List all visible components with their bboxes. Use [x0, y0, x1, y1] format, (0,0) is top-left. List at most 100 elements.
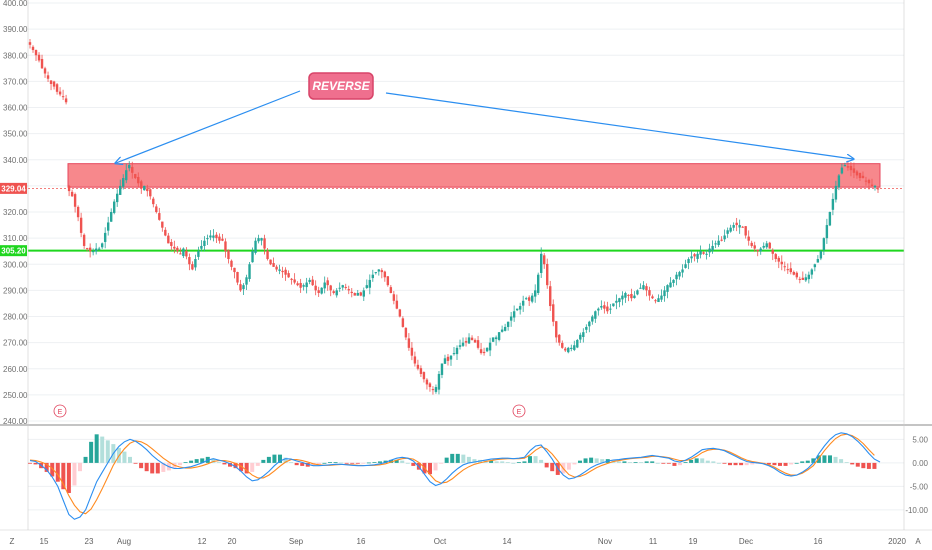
candle-body [398, 309, 402, 317]
candle-body [546, 263, 549, 286]
candle-body [588, 321, 591, 327]
macd-histogram-bar [778, 462, 782, 466]
candle-body [52, 81, 56, 87]
candle-body [813, 264, 817, 268]
earnings-marker-1[interactable]: E [53, 404, 67, 418]
candle-body [404, 327, 408, 338]
candle-body [34, 49, 38, 56]
candle-body [540, 253, 543, 273]
arrow-right[interactable] [385, 92, 853, 159]
candle-body [741, 226, 744, 228]
candle-body [85, 248, 89, 250]
macd-histogram-bar [333, 462, 338, 463]
time-tick-label: 15 [40, 537, 49, 546]
time-tick-label: 19 [689, 537, 698, 546]
candle-body [317, 290, 320, 293]
resistance-zone[interactable] [67, 163, 881, 188]
macd-histogram-bar [378, 461, 382, 463]
macd-histogram-bar [711, 461, 716, 463]
candle-body [146, 188, 149, 192]
candle-body [600, 306, 603, 308]
macd-histogram-bar [361, 462, 366, 464]
candle-body [40, 59, 44, 69]
candle-body [302, 285, 305, 287]
candle-body [699, 251, 702, 255]
candle-body [753, 245, 756, 249]
macd-histogram-bar [722, 462, 727, 464]
candle-body [570, 347, 573, 350]
candle-body [49, 80, 53, 84]
candle-body [819, 251, 823, 259]
candle-body [290, 278, 293, 280]
candle-body [648, 290, 651, 296]
candle-body [783, 266, 786, 268]
candle-body [858, 172, 862, 179]
candle-body [582, 332, 585, 337]
time-axis-labels[interactable]: 15 23 Aug 12 20 Sep 16 Oct 14 Nov 11 19 Dec 16 2020 [40, 537, 907, 546]
reverse-text: REVERSE [312, 79, 370, 93]
candle-body [440, 363, 444, 375]
candle-body [116, 193, 119, 203]
price-tag [0, 245, 27, 257]
candle-body [335, 290, 338, 296]
candle-body [425, 379, 429, 385]
candle-body [242, 285, 245, 290]
candle-body [254, 240, 257, 253]
macd-histogram-bar [661, 462, 666, 464]
candle-body [564, 348, 567, 351]
macd-histogram-bar [394, 459, 399, 463]
candle-body [209, 235, 212, 238]
macd-histogram-bar [839, 459, 844, 463]
reverse-label[interactable]: REVERSE [308, 72, 374, 100]
macd-histogram-bar [322, 462, 327, 464]
candle-body [455, 347, 459, 355]
candle-body [666, 285, 669, 292]
earnings-marker-2[interactable]: E [512, 404, 526, 418]
candle-body [645, 286, 648, 291]
candle-body [555, 321, 558, 338]
price-axis-labels[interactable]: 400.00 390.00 380.00 370.00 360.00 350.00 340.… [3, 0, 28, 426]
macd-histogram-bar [500, 461, 505, 463]
macd-histogram-bar [772, 462, 777, 466]
macd-histogram-bar [411, 462, 416, 466]
zoom-button[interactable]: Z [10, 537, 15, 546]
candle-body [275, 266, 278, 270]
macd-histogram-bar [594, 458, 599, 463]
candle-body [834, 185, 838, 200]
candle-body [88, 247, 92, 252]
macd-histogram-bar [683, 462, 688, 463]
macd-tick-label: 0.00 [912, 459, 928, 468]
auto-scale-button[interactable]: A [915, 537, 921, 546]
candle-body [278, 269, 281, 271]
candle-body [473, 339, 477, 343]
candle-body [696, 253, 699, 259]
candle-body [527, 297, 531, 301]
macd-histogram-bar [705, 460, 710, 463]
candle-body [840, 167, 844, 174]
macd-histogram-bar [250, 462, 255, 472]
arrow-left[interactable] [116, 90, 301, 163]
svg-text:A: A [915, 537, 921, 546]
price-tick-label: 320.00 [3, 208, 28, 217]
macd-histogram-bar [200, 458, 205, 463]
candle-body [801, 277, 805, 280]
macd-histogram-bar [255, 462, 260, 466]
candle-body [735, 222, 738, 226]
time-tick-label: Sep [289, 537, 304, 546]
time-tick-label: 16 [814, 537, 823, 546]
macd-axis-labels[interactable]: 5.00 0.00 -5.00 -10.00 [905, 435, 928, 515]
candle-body [125, 170, 128, 181]
candle-body [395, 300, 399, 309]
candle-body [549, 286, 552, 307]
candle-body [756, 249, 759, 252]
candle-body [212, 235, 215, 238]
macd-histogram-bar [405, 462, 410, 464]
price-tick-label: 350.00 [3, 130, 28, 139]
macd-histogram-bar [266, 456, 271, 463]
macd-histogram-bar [28, 462, 32, 464]
macd-histogram-bar [316, 462, 321, 465]
macd-histogram-bar [516, 462, 521, 463]
candle-body [308, 279, 311, 282]
candle-body [446, 356, 450, 361]
